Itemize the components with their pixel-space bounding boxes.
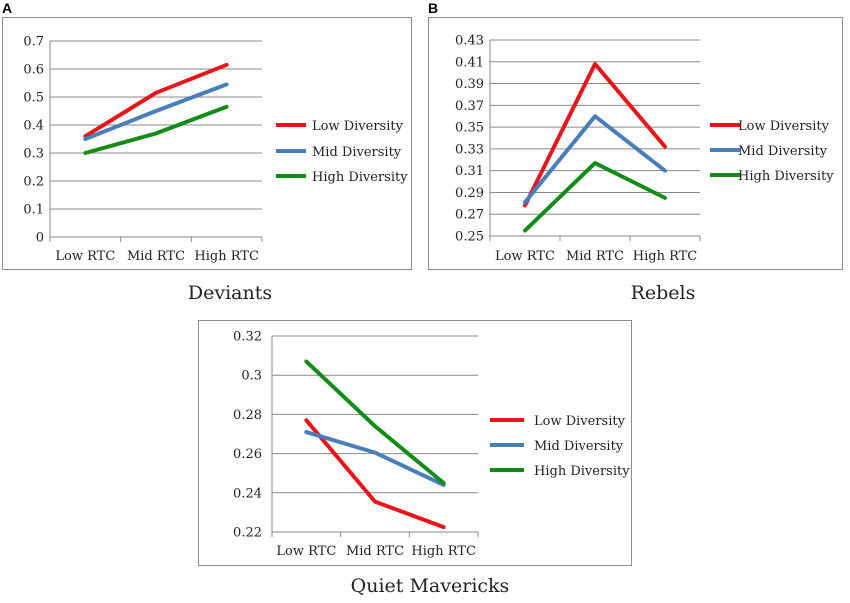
panel-a-title: Deviants (187, 282, 273, 304)
panel-c-ytick-label: 0.22 (233, 526, 262, 541)
panel-a-ytick-label: 0.4 (23, 119, 44, 134)
panel-c-category-label: Low RTC (276, 544, 336, 559)
panel-b-ytick-label: 0.35 (455, 121, 484, 136)
panel-a-category-label: Low RTC (55, 249, 115, 264)
panel-a-label: A (2, 0, 13, 16)
panel-b-ytick-label: 0.31 (455, 164, 484, 179)
panel-b-ytick-label: 0.33 (455, 142, 484, 157)
panel-b-ytick-label: 0.41 (455, 55, 484, 70)
panel-c-ytick-label: 0.28 (233, 408, 262, 423)
panel-c-frame (198, 320, 632, 566)
panel-b-legend-label: High Diversity (738, 169, 834, 184)
panel-c-series-low-diversity (304, 418, 446, 530)
panel-a-series-mid-diversity (83, 82, 229, 141)
panel-c-series-mid-diversity (304, 430, 446, 487)
panel-c-legend-label: High Diversity (534, 464, 630, 479)
panel-a-series-high-diversity (83, 104, 229, 155)
panel-b-title: Rebels (630, 282, 696, 304)
panel-b-category-label: Low RTC (495, 249, 555, 264)
panel-a-ytick-label: 0.2 (23, 175, 44, 190)
panel-b-frame (428, 17, 843, 270)
panel-b-series-low-diversity (523, 61, 667, 208)
panel-a-category-label: High RTC (194, 249, 259, 264)
panel-c-ytick-label: 0.24 (233, 486, 262, 501)
panel-b-category-label: High RTC (633, 249, 698, 264)
panel-c-category-label: High RTC (411, 544, 476, 559)
panel-a-ytick-label: 0.6 (23, 63, 44, 78)
panel-a-legend-label: High Diversity (312, 170, 408, 185)
panel-c-series-high-diversity (304, 359, 446, 485)
panel-a-ytick-label: 0.3 (23, 147, 44, 162)
panel-c-category-label: Mid RTC (346, 544, 404, 559)
panel-a-ytick-label: 0 (36, 231, 44, 246)
panel-b-ytick-label: 0.29 (455, 186, 484, 201)
panel-a-ytick-label: 0.5 (23, 91, 44, 106)
panel-c-title: Quiet Mavericks (350, 575, 510, 597)
panel-b-series-high-diversity (523, 161, 667, 233)
panel-c-ytick-label: 0.32 (233, 330, 262, 345)
panel-a-ytick-label: 0.7 (23, 35, 44, 50)
panel-a-ytick-label: 0.1 (23, 203, 44, 218)
panel-a-category-label: Mid RTC (127, 249, 185, 264)
panel-a-legend-label: Mid Diversity (312, 145, 402, 160)
panel-a-series-low-diversity (83, 62, 229, 139)
panel-a-frame (2, 17, 412, 270)
panel-c-ytick-label: 0.3 (241, 369, 262, 384)
panel-b-ytick-label: 0.37 (455, 99, 484, 114)
panel-c-legend-label: Low Diversity (534, 414, 626, 429)
panel-c-legend-label: Mid Diversity (534, 439, 624, 454)
panel-b-legend-label: Low Diversity (738, 119, 830, 134)
panel-b-ytick-label: 0.39 (455, 77, 484, 92)
panel-b-legend-label: Mid Diversity (738, 144, 828, 159)
panel-b-ytick-label: 0.25 (455, 230, 484, 245)
panel-c-ytick-label: 0.26 (233, 447, 262, 462)
panel-b-ytick-label: 0.43 (455, 34, 484, 49)
panel-b-ytick-label: 0.27 (455, 208, 484, 223)
panel-b-label: B (428, 0, 439, 16)
panel-a-legend-label: Low Diversity (312, 119, 404, 134)
panel-b-category-label: Mid RTC (566, 249, 624, 264)
panel-b-series-mid-diversity (523, 114, 667, 205)
